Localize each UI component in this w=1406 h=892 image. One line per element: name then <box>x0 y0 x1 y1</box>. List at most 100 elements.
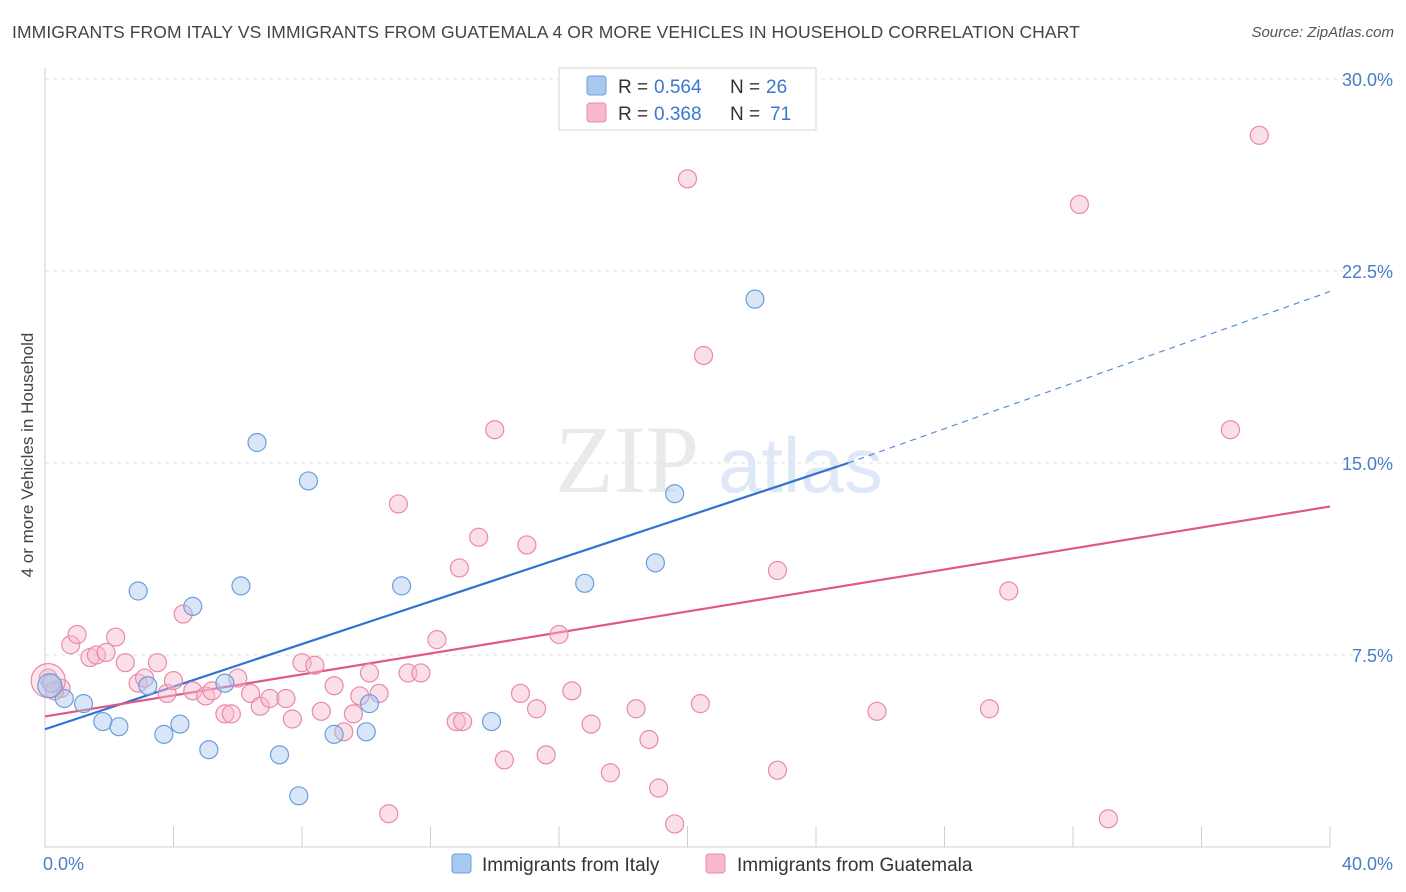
source-credit: Source: ZipAtlas.com <box>1251 24 1394 41</box>
point-guatemala-62 <box>767 560 788 581</box>
point-guatemala-24 <box>276 688 296 709</box>
point-italy-7 <box>154 724 174 744</box>
point-guatemala-36 <box>388 494 408 514</box>
point-italy-11 <box>215 673 235 693</box>
point-guatemala-69 <box>1249 125 1269 145</box>
point-guatemala-66 <box>1069 194 1090 215</box>
trend-lines <box>44 290 1331 731</box>
point-italy-6 <box>138 676 158 696</box>
point-italy-19 <box>359 694 380 714</box>
point-guatemala-22 <box>250 696 270 716</box>
legend-r-value-guatemala: 0.368 <box>654 104 702 125</box>
point-guatemala-52 <box>581 714 601 734</box>
point-guatemala-40 <box>446 711 466 732</box>
point-italy-cluster <box>37 673 63 699</box>
gridlines <box>45 78 1393 656</box>
point-italy-24 <box>665 484 685 504</box>
point-italy-3 <box>93 711 113 732</box>
point-italy-20 <box>391 576 412 596</box>
point-italy-15 <box>289 786 309 806</box>
bottom-legend-label-italy: Immigrants from Italy <box>482 855 660 876</box>
point-guatemala-3 <box>67 624 87 645</box>
bottom-legend-swatch-italy <box>451 853 472 874</box>
point-guatemala-15 <box>183 681 203 701</box>
point-guatemala-8 <box>115 653 135 673</box>
point-guatemala-56 <box>648 778 669 798</box>
point-guatemala-41 <box>449 558 470 578</box>
trend-line-guatemala <box>44 505 1331 718</box>
point-italy-5 <box>128 581 148 601</box>
point-guatemala-67 <box>1098 809 1118 829</box>
point-italy-8 <box>170 714 190 734</box>
point-guatemala-7 <box>106 627 126 647</box>
point-italy-13 <box>247 432 267 453</box>
point-italy-17 <box>324 724 344 744</box>
point-guatemala-31 <box>343 704 363 724</box>
legend-r-label-guatemala: R = <box>618 104 648 125</box>
bottom-legend-swatch-guatemala <box>705 853 726 874</box>
point-guatemala-59 <box>690 694 710 714</box>
bottom-legend-label-guatemala: Immigrants from Guatemala <box>737 855 973 876</box>
point-guatemala-54 <box>626 699 646 719</box>
point-italy-18 <box>356 722 376 742</box>
point-guatemala-6 <box>96 642 116 663</box>
point-guatemala-53 <box>600 763 621 783</box>
point-italy-14 <box>269 745 290 765</box>
point-italy-12 <box>231 576 251 596</box>
x-tick-label-0: 0.0% <box>43 854 84 874</box>
point-guatemala-46 <box>510 683 531 704</box>
point-guatemala-38 <box>411 663 431 683</box>
trend-line-italy <box>44 461 849 731</box>
axes <box>44 68 1331 848</box>
point-italy-21 <box>481 711 502 732</box>
point-guatemala-65 <box>999 581 1019 601</box>
data-points <box>30 125 1269 834</box>
point-guatemala-27 <box>305 655 325 675</box>
point-guatemala-19 <box>221 704 241 724</box>
point-guatemala-16 <box>196 686 216 706</box>
point-guatemala-2 <box>61 635 81 655</box>
point-guatemala-10 <box>134 668 155 688</box>
point-italy-16 <box>298 471 319 491</box>
point-guatemala-44 <box>485 420 505 440</box>
point-guatemala-50 <box>549 624 569 645</box>
point-guatemala-49 <box>536 745 556 765</box>
point-italy-4 <box>109 717 129 737</box>
legend-r-label-italy: R = <box>618 77 648 98</box>
legend: R = 0.564 N = 26 R = 0.368 N = 71 <box>558 67 817 131</box>
y-tick-label-3: 30.0% <box>1342 70 1393 90</box>
watermark-atlas: atlas <box>718 421 883 509</box>
point-italy-2 <box>73 694 94 714</box>
point-guatemala-20 <box>228 668 248 688</box>
point-guatemala-32 <box>350 686 370 706</box>
point-guatemala-57 <box>665 814 685 834</box>
point-guatemala-29 <box>324 676 344 696</box>
point-guatemala-64 <box>979 699 1000 719</box>
point-guatemala-25 <box>282 709 302 729</box>
point-guatemala-48 <box>526 699 547 719</box>
point-italy-1 <box>54 688 74 709</box>
point-guatemala-43 <box>469 527 489 547</box>
bottom-legend: Immigrants from Italy Immigrants from Gu… <box>451 853 973 876</box>
legend-r-value-italy: 0.564 <box>654 77 702 98</box>
point-guatemala-11 <box>147 653 168 673</box>
point-guatemala-60 <box>693 345 714 366</box>
point-guatemala-63 <box>867 701 887 721</box>
point-guatemala-39 <box>427 630 447 650</box>
point-guatemala-13 <box>163 670 184 691</box>
point-guatemala-58 <box>677 169 698 189</box>
point-guatemala-18 <box>215 704 235 724</box>
point-guatemala-51 <box>562 681 582 701</box>
chart-title: IMMIGRANTS FROM ITALY VS IMMIGRANTS FROM… <box>12 22 1080 42</box>
legend-n-value-guatemala: 71 <box>770 104 791 125</box>
point-guatemala-28 <box>311 701 331 721</box>
legend-n-label-guatemala: N = <box>730 104 760 125</box>
trend-line-italy-extension <box>847 290 1331 464</box>
point-guatemala-14 <box>173 604 193 624</box>
point-guatemala-47 <box>517 535 537 555</box>
point-guatemala-23 <box>260 688 280 709</box>
point-guatemala-68 <box>1220 420 1241 440</box>
point-guatemala-61 <box>767 760 788 780</box>
point-guatemala-45 <box>494 750 514 770</box>
